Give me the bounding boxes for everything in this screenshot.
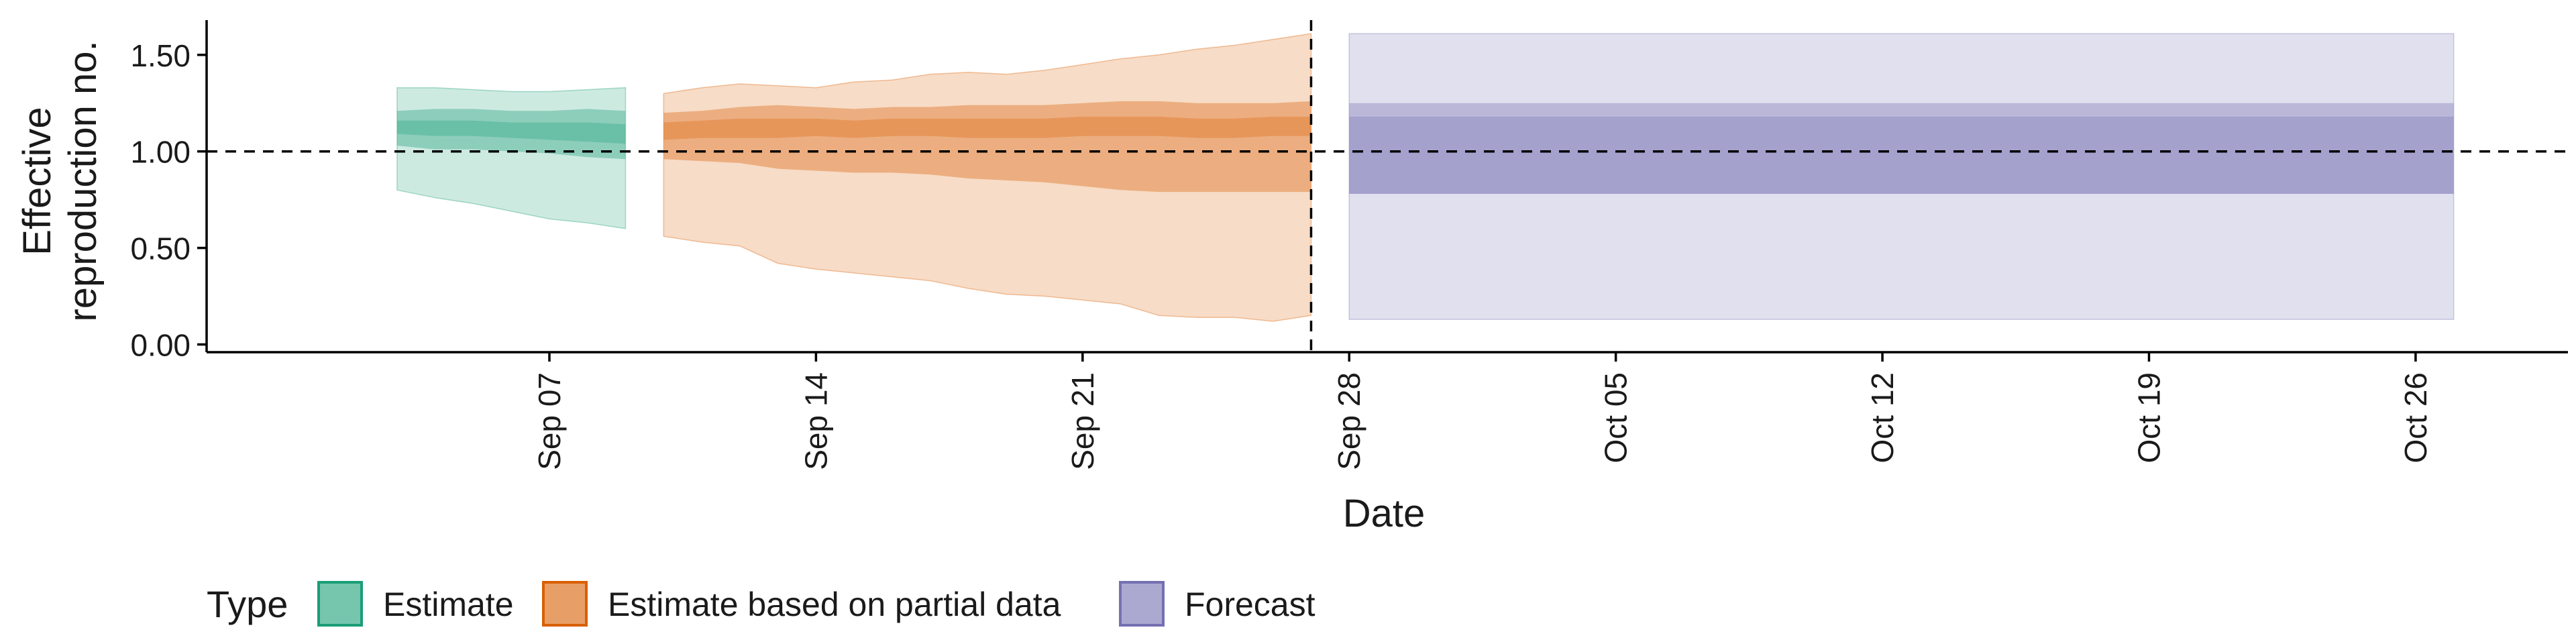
x-tick-label: Oct 19 <box>2131 372 2166 464</box>
x-tick-label: Sep 14 <box>798 372 833 470</box>
legend-label-estimate-based-on-partial-data: Estimate based on partial data <box>608 586 1061 623</box>
legend-item-estimate-based-on-partial-data: Estimate based on partial data <box>542 581 1061 627</box>
legend-label-estimate: Estimate <box>383 586 514 623</box>
y-tick-label: 1.50 <box>130 38 191 73</box>
y-axis-title: Effective reproduction no. <box>15 40 105 321</box>
band-estimate-20 <box>396 120 626 144</box>
legend-item-forecast: Forecast <box>1119 581 1316 627</box>
legend-item-estimate: Estimate <box>317 581 514 627</box>
y-tick-label: 0.00 <box>130 327 191 362</box>
y-axis-ticks: 0.00 0.50 1.00 1.50 <box>130 38 207 362</box>
legend-key-forecast <box>1119 581 1165 627</box>
y-axis-title-line-1: Effective <box>15 107 59 255</box>
x-tick-label: Sep 28 <box>1332 372 1366 470</box>
band-forecast-90 <box>1348 33 2455 320</box>
legend-label-forecast: Forecast <box>1185 586 1316 623</box>
x-tick-label: Oct 12 <box>1865 372 1900 464</box>
series-estimate <box>396 87 627 229</box>
x-tick-label: Sep 21 <box>1065 372 1100 470</box>
axes <box>205 20 2568 354</box>
band-forecast-50 <box>1349 103 2454 194</box>
band-estimate-50 <box>396 109 626 160</box>
x-tick-label: Sep 07 <box>532 372 567 470</box>
series-forecast <box>1348 33 2455 320</box>
plot-area <box>396 33 2455 322</box>
y-tick-label: 0.50 <box>130 231 191 266</box>
y-tick-label: 1.00 <box>130 135 191 170</box>
legend-key-estimate <box>317 581 363 627</box>
x-axis-ticks: Sep 07 Sep 14 Sep 21 Sep 28 Oct 05 Oct 12 Oct … <box>532 352 2433 470</box>
band-estimate-based-on-partial-data-20 <box>663 116 1311 140</box>
x-tick-label: Oct 05 <box>1599 372 1633 464</box>
y-axis-title-line-2: reproduction no. <box>61 40 105 321</box>
legend-key-estimate-based-on-partial-data <box>542 581 588 627</box>
x-tick-label: Oct 26 <box>2398 372 2433 464</box>
band-estimate-based-on-partial-data-50 <box>663 101 1311 193</box>
band-forecast-20 <box>1349 116 2454 194</box>
series-estimate-based-on-partial-data <box>663 33 1312 322</box>
band-estimate-90 <box>396 87 627 229</box>
legend: Type Estimate Estimate based on partial d… <box>207 581 1316 627</box>
legend-title: Type <box>207 583 288 625</box>
x-axis-title: Date <box>1343 492 1426 535</box>
band-estimate-based-on-partial-data-90 <box>663 33 1312 322</box>
